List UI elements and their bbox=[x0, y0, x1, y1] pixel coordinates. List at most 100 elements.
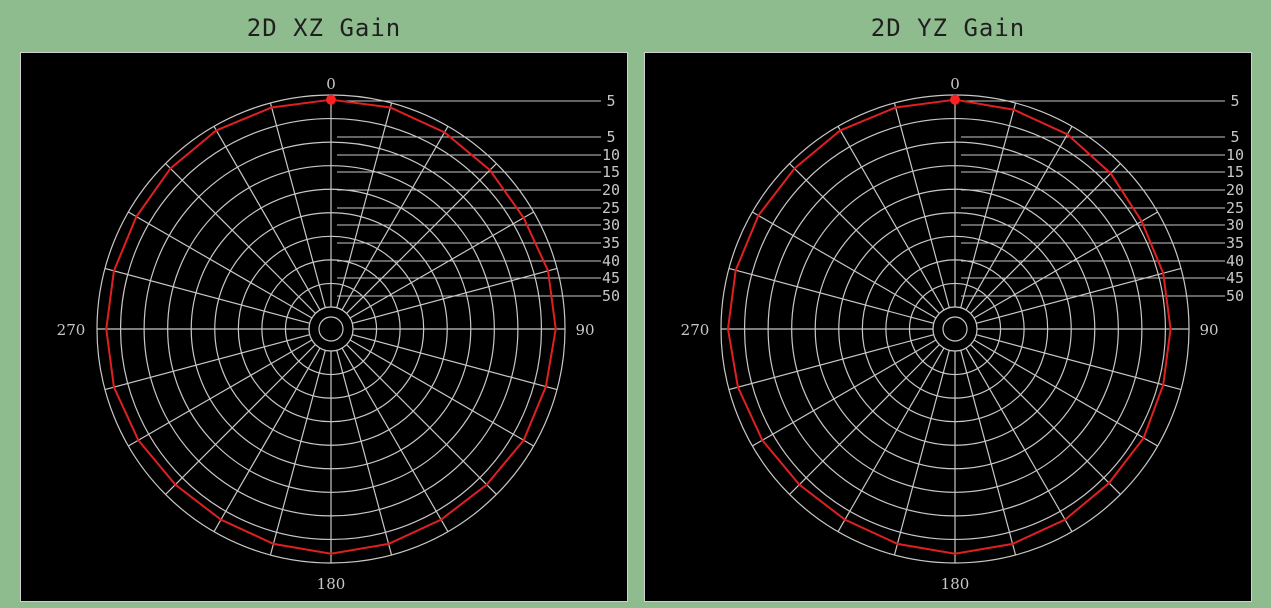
grid-ring bbox=[942, 316, 968, 342]
grid-spoke bbox=[965, 126, 1073, 311]
gain-point bbox=[272, 542, 275, 546]
radial-tick-label: 25 bbox=[1226, 199, 1244, 217]
radial-tick-label: 5 bbox=[606, 128, 615, 146]
gain-point bbox=[270, 106, 273, 109]
grid-spoke bbox=[837, 347, 945, 532]
yz-gain-panel: 2D YZ Gain 5 5 10 15 20 25 30 35 40 45 50 0 90 180 270 bbox=[636, 8, 1260, 604]
radial-tick-label: 20 bbox=[602, 181, 620, 199]
plot-frame: 5 5 10 15 20 25 30 35 40 45 50 0 90 180 270 bbox=[644, 52, 1252, 602]
peak-marker bbox=[950, 94, 960, 105]
gain-point bbox=[105, 327, 108, 331]
angle-tick-label: 180 bbox=[941, 575, 970, 593]
radial-tick-label: 40 bbox=[1226, 252, 1244, 270]
gain-point bbox=[112, 385, 116, 389]
radial-tick-label: 10 bbox=[1226, 146, 1244, 164]
gain-point bbox=[1162, 383, 1165, 386]
gain-point bbox=[843, 518, 847, 521]
grid-spoke bbox=[970, 163, 1121, 314]
grid-spoke bbox=[837, 126, 945, 311]
gain-point bbox=[1169, 327, 1172, 331]
radial-tick-label: 50 bbox=[602, 287, 620, 305]
radial-tick-label: 10 bbox=[602, 146, 620, 164]
gain-point bbox=[544, 385, 548, 388]
grid-spoke bbox=[128, 211, 313, 319]
radial-tick-label: 15 bbox=[602, 163, 620, 181]
radial-tick-label: 5 bbox=[606, 92, 615, 110]
radial-tick-label: 15 bbox=[1226, 163, 1244, 181]
grid-spoke bbox=[728, 334, 934, 391]
gain-point bbox=[1140, 220, 1143, 223]
gain-point bbox=[757, 214, 760, 217]
gain-point bbox=[1142, 436, 1145, 440]
grid-spoke bbox=[752, 339, 937, 447]
panel-title: 2D XZ Gain bbox=[246, 14, 402, 42]
angle-tick-label: 0 bbox=[950, 75, 960, 93]
grid-spoke bbox=[165, 163, 316, 314]
gain-point bbox=[1011, 542, 1014, 546]
gain-point bbox=[896, 542, 899, 546]
grid-spoke bbox=[336, 350, 393, 556]
grid-ring bbox=[932, 306, 978, 352]
angle-tick-label: 270 bbox=[681, 321, 710, 339]
grid-spoke bbox=[973, 211, 1158, 319]
radial-tick-label: 45 bbox=[602, 269, 620, 287]
gain-point bbox=[953, 552, 957, 555]
gain-point bbox=[112, 269, 116, 273]
grid-spoke bbox=[165, 344, 316, 495]
gain-point bbox=[761, 439, 764, 442]
gain-point bbox=[839, 129, 842, 132]
grid-spoke bbox=[970, 344, 1121, 495]
gain-point bbox=[736, 385, 740, 389]
grid-spoke bbox=[752, 211, 937, 319]
grid-spoke bbox=[213, 347, 321, 532]
gain-point bbox=[219, 518, 223, 521]
grid-spoke bbox=[349, 339, 534, 447]
gain-point bbox=[546, 269, 550, 273]
angle-tick-label: 270 bbox=[57, 321, 86, 339]
gain-point bbox=[443, 131, 446, 134]
grid-spoke bbox=[960, 350, 1017, 556]
radial-tick-label: 25 bbox=[602, 199, 620, 217]
peak-marker bbox=[326, 94, 336, 105]
gain-point bbox=[1109, 172, 1112, 175]
grid-spoke bbox=[893, 102, 950, 308]
radial-tick-label: 5 bbox=[1230, 128, 1239, 146]
gain-point bbox=[215, 129, 218, 132]
radial-tick-label: 30 bbox=[602, 216, 620, 234]
gain-point bbox=[554, 327, 557, 331]
gain-point bbox=[485, 483, 488, 486]
radial-tick-label: 5 bbox=[1230, 92, 1239, 110]
grid-spoke bbox=[346, 163, 497, 314]
angle-tick-label: 90 bbox=[575, 321, 594, 339]
gain-point bbox=[734, 269, 737, 272]
grid-spoke bbox=[341, 126, 449, 311]
grid-spoke bbox=[728, 267, 934, 324]
radial-tick-label: 50 bbox=[1226, 287, 1244, 305]
gain-point bbox=[387, 542, 390, 546]
radial-tick-label: 40 bbox=[602, 252, 620, 270]
gain-point bbox=[174, 483, 177, 486]
gain-point bbox=[1107, 481, 1111, 485]
gain-point bbox=[137, 439, 140, 442]
grid-spoke bbox=[213, 126, 321, 311]
grid-spoke bbox=[269, 102, 326, 308]
angle-tick-label: 0 bbox=[326, 75, 336, 93]
grid-spoke bbox=[352, 334, 558, 391]
gain-point bbox=[726, 327, 730, 331]
grid-spoke bbox=[341, 347, 449, 532]
grid-spoke bbox=[973, 339, 1158, 447]
grid-spoke bbox=[104, 334, 310, 391]
radial-tick-label: 35 bbox=[602, 234, 620, 252]
grid-spoke bbox=[976, 334, 1182, 391]
gain-point bbox=[798, 483, 801, 486]
gain-point bbox=[522, 216, 525, 219]
gain-point bbox=[1063, 518, 1067, 521]
gain-point bbox=[329, 552, 333, 555]
grid-spoke bbox=[346, 344, 497, 495]
grid-ring bbox=[318, 316, 344, 342]
grid-spoke bbox=[789, 344, 940, 495]
grid-spoke bbox=[269, 350, 326, 556]
gain-point bbox=[135, 215, 138, 218]
